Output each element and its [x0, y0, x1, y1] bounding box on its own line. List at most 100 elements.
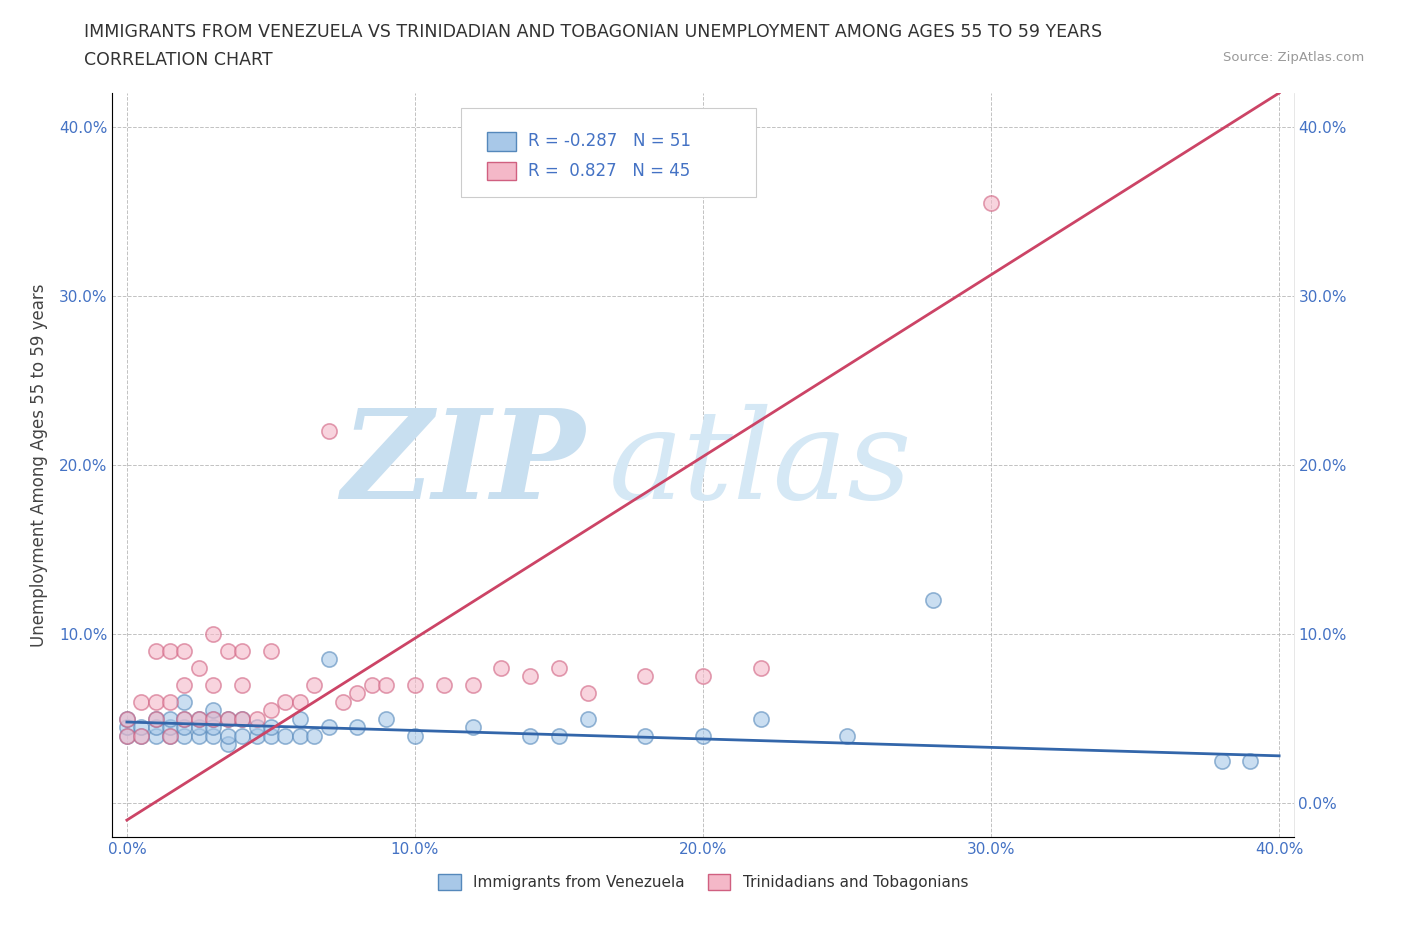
Point [980, 195, 1002, 210]
Point [274, 728, 297, 743]
Point [129, 728, 152, 743]
Point [404, 677, 426, 692]
Point [1239, 753, 1261, 768]
Point [548, 728, 571, 743]
Point [115, 728, 138, 743]
Point [115, 711, 138, 726]
Point [576, 685, 599, 700]
Point [245, 711, 267, 726]
Point [159, 711, 181, 726]
Point [145, 720, 167, 735]
Point [217, 711, 239, 726]
Point [145, 711, 167, 726]
Point [318, 424, 340, 439]
Point [835, 728, 858, 743]
Point [260, 703, 283, 718]
Point [519, 669, 541, 684]
Point [202, 677, 225, 692]
Point [159, 644, 181, 658]
Point [202, 703, 225, 718]
Point [217, 728, 239, 743]
Point [332, 695, 354, 710]
Point [231, 728, 253, 743]
Point [692, 669, 714, 684]
Point [260, 728, 283, 743]
Point [173, 720, 195, 735]
Point [231, 644, 253, 658]
Point [433, 677, 456, 692]
Point [159, 728, 181, 743]
Point [245, 720, 267, 735]
Point [173, 644, 195, 658]
Point [145, 711, 167, 726]
Point [217, 711, 239, 726]
Point [548, 660, 571, 675]
Point [375, 711, 398, 726]
Point [159, 728, 181, 743]
Point [145, 695, 167, 710]
Point [202, 728, 225, 743]
Point [173, 677, 195, 692]
Point [187, 660, 209, 675]
Point [288, 711, 311, 726]
Point [260, 644, 283, 658]
Point [187, 711, 209, 726]
Point [749, 660, 772, 675]
Point [173, 711, 195, 726]
Point [318, 652, 340, 667]
Text: IMMIGRANTS FROM VENEZUELA VS TRINIDADIAN AND TOBAGONIAN UNEMPLOYMENT AMONG AGES : IMMIGRANTS FROM VENEZUELA VS TRINIDADIAN… [84, 23, 1102, 41]
Point [202, 627, 225, 642]
Text: CORRELATION CHART: CORRELATION CHART [84, 51, 273, 69]
Point [360, 677, 382, 692]
Point [346, 720, 368, 735]
Y-axis label: Unemployment Among Ages 55 to 59 years: Unemployment Among Ages 55 to 59 years [30, 284, 48, 646]
Point [634, 728, 657, 743]
Point [202, 711, 225, 726]
Point [461, 677, 484, 692]
Point [231, 677, 253, 692]
Point [202, 711, 225, 726]
FancyBboxPatch shape [486, 132, 516, 151]
Point [187, 728, 209, 743]
FancyBboxPatch shape [486, 162, 516, 180]
Point [404, 728, 426, 743]
Point [217, 737, 239, 751]
Legend: Immigrants from Venezuela, Trinidadians and Tobagonians: Immigrants from Venezuela, Trinidadians … [432, 868, 974, 897]
Point [302, 677, 325, 692]
Point [129, 720, 152, 735]
Text: R = -0.287   N = 51: R = -0.287 N = 51 [529, 132, 692, 151]
Point [129, 728, 152, 743]
Point [231, 711, 253, 726]
Point [173, 711, 195, 726]
Point [491, 660, 513, 675]
Text: Source: ZipAtlas.com: Source: ZipAtlas.com [1223, 51, 1364, 64]
Point [692, 728, 714, 743]
Point [245, 728, 267, 743]
Point [173, 728, 195, 743]
FancyBboxPatch shape [461, 108, 756, 197]
Point [318, 720, 340, 735]
Point [145, 728, 167, 743]
Point [519, 728, 541, 743]
Point [288, 695, 311, 710]
Point [231, 711, 253, 726]
Point [173, 695, 195, 710]
Text: atlas: atlas [609, 405, 912, 525]
Point [288, 728, 311, 743]
Point [634, 669, 657, 684]
Text: ZIP: ZIP [342, 405, 585, 525]
Point [202, 720, 225, 735]
Point [375, 677, 398, 692]
Point [576, 711, 599, 726]
Point [129, 695, 152, 710]
Point [187, 711, 209, 726]
Point [1211, 753, 1233, 768]
Point [749, 711, 772, 726]
Point [217, 644, 239, 658]
Point [260, 720, 283, 735]
Point [159, 695, 181, 710]
Point [274, 695, 297, 710]
Point [145, 644, 167, 658]
Point [302, 728, 325, 743]
Point [115, 720, 138, 735]
